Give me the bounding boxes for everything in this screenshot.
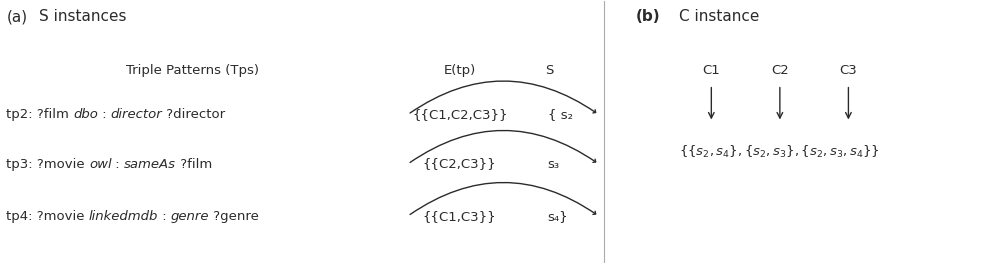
Text: dbo: dbo (74, 108, 98, 121)
Text: (b): (b) (636, 9, 661, 24)
Text: director: director (111, 108, 163, 121)
Text: :: : (98, 108, 111, 121)
Text: {{C1,C3}}: {{C1,C3}} (423, 210, 497, 222)
Text: C3: C3 (840, 64, 857, 77)
Text: S: S (546, 64, 554, 77)
Text: s₃: s₃ (548, 158, 560, 170)
Text: (a): (a) (6, 9, 27, 24)
FancyArrowPatch shape (410, 183, 596, 215)
Text: S instances: S instances (38, 9, 126, 24)
Text: s₄}: s₄} (548, 210, 569, 222)
Text: {{C2,C3}}: {{C2,C3}} (423, 158, 497, 170)
Text: tp2: ?film: tp2: ?film (6, 108, 74, 121)
Text: genre: genre (171, 210, 209, 222)
FancyArrowPatch shape (410, 130, 596, 163)
Text: :: : (112, 158, 125, 170)
Text: C1: C1 (702, 64, 720, 77)
Text: tp4: ?movie: tp4: ?movie (6, 210, 89, 222)
Text: owl: owl (89, 158, 112, 170)
Text: { s₂: { s₂ (548, 108, 573, 121)
Text: C2: C2 (771, 64, 789, 77)
Text: Triple Patterns (Tps): Triple Patterns (Tps) (126, 64, 259, 77)
Text: $\{\{s_2,s_4\},\{s_2,s_3\},\{s_2,s_3,s_4\}\}$: $\{\{s_2,s_4\},\{s_2,s_3\},\{s_2,s_3,s_4… (680, 144, 880, 160)
Text: {{C1,C2,C3}}: {{C1,C2,C3}} (411, 108, 508, 121)
Text: linkedmdb: linkedmdb (88, 210, 158, 222)
Text: C instance: C instance (679, 9, 759, 24)
Text: ?director: ?director (162, 108, 226, 121)
Text: ?film: ?film (176, 158, 212, 170)
Text: :: : (158, 210, 171, 222)
Text: tp3: ?movie: tp3: ?movie (6, 158, 89, 170)
Text: sameAs: sameAs (125, 158, 177, 170)
Text: ?genre: ?genre (209, 210, 259, 222)
Text: E(tp): E(tp) (444, 64, 476, 77)
FancyArrowPatch shape (410, 81, 596, 113)
